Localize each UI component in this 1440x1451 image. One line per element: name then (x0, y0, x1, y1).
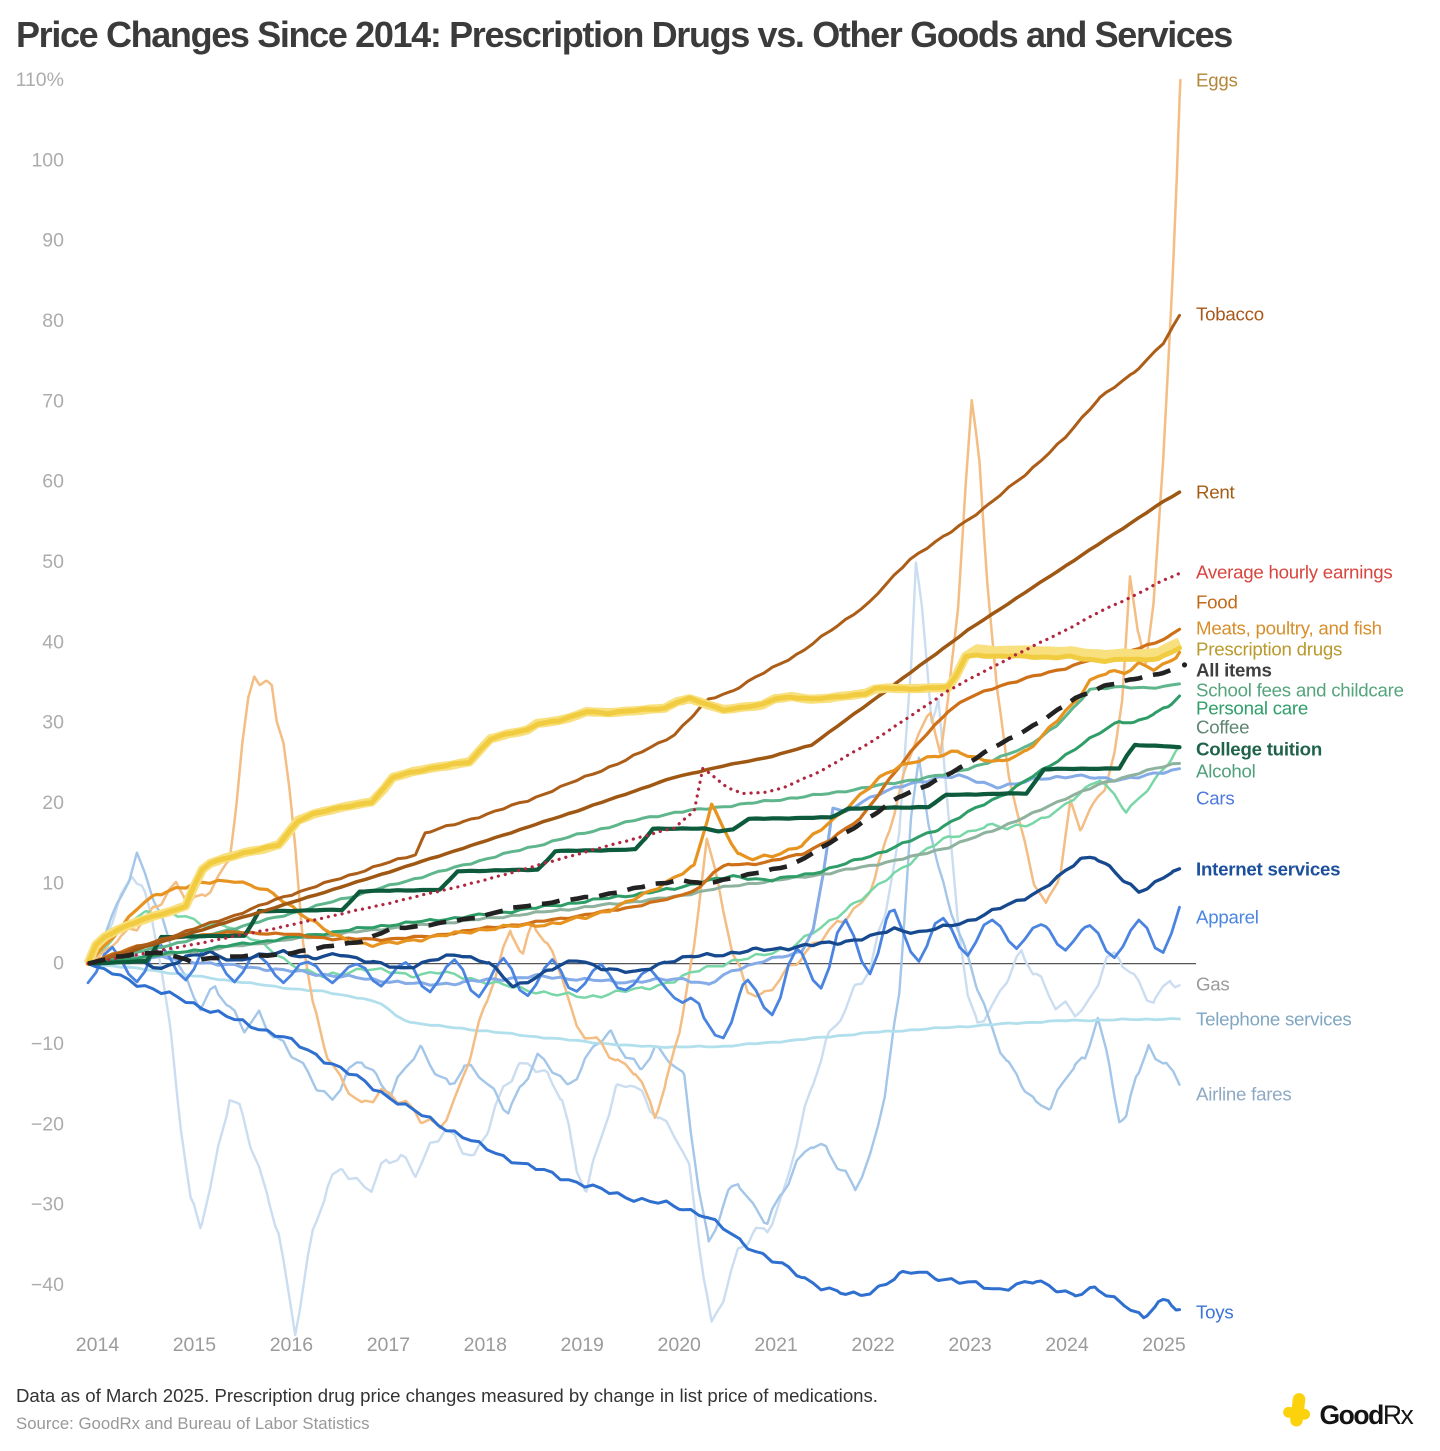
svg-text:2016: 2016 (270, 1334, 313, 1356)
svg-text:Food: Food (1196, 592, 1238, 613)
svg-text:Meats, poultry, and fish: Meats, poultry, and fish (1196, 618, 1382, 639)
svg-text:Apparel: Apparel (1196, 907, 1259, 928)
svg-text:Alcohol: Alcohol (1196, 761, 1256, 782)
svg-text:100: 100 (31, 149, 64, 171)
svg-text:2020: 2020 (658, 1334, 702, 1356)
svg-text:Source: GoodRx and Bureau of L: Source: GoodRx and Bureau of Labor Stati… (16, 1414, 370, 1433)
svg-text:−20: −20 (31, 1113, 64, 1135)
svg-text:College tuition: College tuition (1196, 739, 1322, 760)
svg-text:Data as of March 2025. Prescri: Data as of March 2025. Prescription drug… (16, 1385, 878, 1406)
svg-text:Eggs: Eggs (1196, 70, 1238, 91)
svg-text:2017: 2017 (367, 1334, 410, 1356)
svg-text:30: 30 (42, 712, 64, 734)
svg-text:−10: −10 (31, 1033, 64, 1055)
svg-text:2023: 2023 (948, 1334, 991, 1356)
svg-text:2014: 2014 (76, 1334, 120, 1356)
svg-text:60: 60 (42, 471, 64, 493)
svg-text:GoodRx: GoodRx (1320, 1400, 1414, 1430)
svg-text:All items: All items (1196, 660, 1272, 681)
svg-text:2019: 2019 (561, 1334, 604, 1356)
svg-text:50: 50 (42, 551, 64, 573)
svg-text:110%: 110% (16, 69, 64, 91)
svg-text:2018: 2018 (464, 1334, 507, 1356)
svg-text:2024: 2024 (1045, 1334, 1089, 1356)
svg-text:2022: 2022 (851, 1334, 894, 1356)
svg-text:Gas: Gas (1196, 974, 1230, 995)
svg-text:80: 80 (42, 310, 64, 332)
svg-text:40: 40 (42, 631, 64, 653)
svg-text:2021: 2021 (754, 1334, 797, 1356)
svg-text:Coffee: Coffee (1196, 717, 1249, 738)
svg-text:2015: 2015 (173, 1334, 217, 1356)
svg-text:2025: 2025 (1142, 1334, 1186, 1356)
svg-text:Internet services: Internet services (1196, 859, 1340, 880)
svg-text:Average hourly earnings: Average hourly earnings (1196, 562, 1392, 583)
svg-text:90: 90 (42, 230, 64, 252)
svg-text:−40: −40 (31, 1274, 64, 1296)
svg-text:70: 70 (42, 390, 64, 412)
svg-text:0: 0 (53, 953, 64, 975)
svg-text:10: 10 (42, 872, 64, 894)
svg-text:Tobacco: Tobacco (1196, 304, 1264, 325)
svg-text:Toys: Toys (1196, 1302, 1233, 1323)
svg-text:−30: −30 (31, 1194, 64, 1216)
svg-text:Cars: Cars (1196, 788, 1234, 809)
svg-text:Rent: Rent (1196, 482, 1236, 503)
svg-text:Prescription drugs: Prescription drugs (1196, 639, 1342, 660)
svg-text:20: 20 (42, 792, 64, 814)
svg-text:Personal care: Personal care (1196, 698, 1308, 719)
svg-text:Airline fares: Airline fares (1196, 1084, 1291, 1105)
svg-text:School fees and childcare: School fees and childcare (1196, 680, 1404, 701)
svg-text:Price Changes Since 2014: Pres: Price Changes Since 2014: Prescription D… (16, 14, 1232, 55)
svg-text:Telephone services: Telephone services (1196, 1009, 1351, 1030)
